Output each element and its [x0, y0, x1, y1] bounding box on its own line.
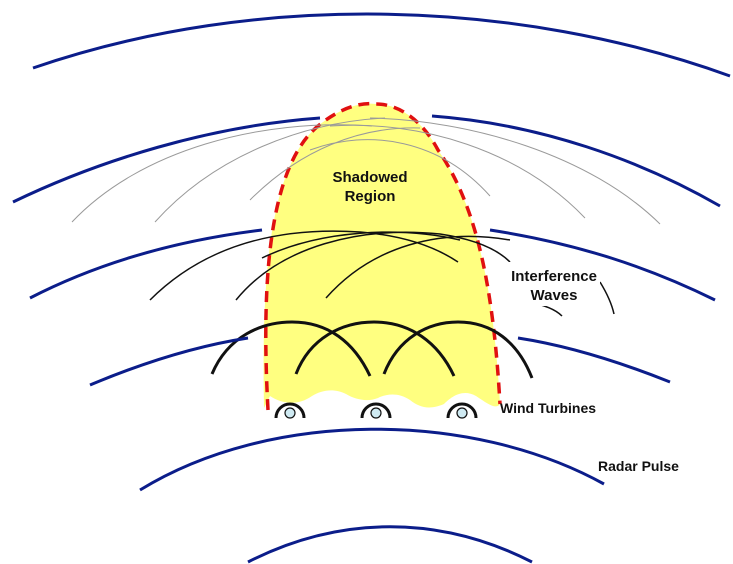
radar-pulse-waves: [12, 12, 731, 564]
turbine-2-arc: [360, 402, 392, 419]
shadowed-region-label-line1: Shadowed: [332, 169, 407, 186]
faint-wave-2: [154, 117, 386, 223]
radar-wave-5: [139, 427, 605, 492]
mid-wave-4: [325, 235, 511, 299]
wind-turbine-2: [360, 402, 392, 419]
radar-wave-2-right: [431, 114, 721, 208]
turbine-2-hub: [370, 407, 382, 419]
interference-label-background: [505, 262, 600, 306]
interference-waves-label-line1: Interference: [511, 268, 597, 285]
interference-waves-label-line2: Waves: [531, 287, 578, 304]
shadowed-region-label-line2: Region: [345, 188, 396, 205]
wind-turbine-3: [446, 402, 478, 419]
turbine-3-hub: [456, 407, 468, 419]
radar-wave-top: [32, 12, 731, 78]
wind-turbines-label: Wind Turbines: [500, 400, 596, 416]
wind-turbine-1: [274, 402, 306, 419]
faint-wave-6: [309, 139, 491, 197]
faint-wave-5: [369, 117, 661, 225]
interference-waves-lower: [210, 320, 534, 379]
faint-wave-1: [71, 124, 373, 223]
radar-pulse-label: Radar Pulse: [598, 458, 679, 474]
radar-wave-3-left: [29, 228, 263, 300]
wind-turbines: [274, 402, 478, 419]
mid-wave-3: [261, 231, 461, 259]
lower-wave-3: [382, 320, 534, 379]
lower-wave-1: [210, 320, 372, 377]
radar-wave-4-right: [517, 336, 671, 384]
radar-wave-2-left: [12, 116, 321, 204]
radar-wave-3-right: [489, 228, 716, 302]
turbine-1-arc: [274, 402, 306, 419]
lower-wave-2: [294, 320, 456, 377]
radar-wave-bottom: [247, 525, 533, 564]
radar-wave-4-left: [89, 336, 249, 387]
mid-wave-6: [599, 281, 615, 315]
turbine-3-arc: [446, 402, 478, 419]
faint-wave-4: [329, 124, 586, 219]
turbine-1-hub: [284, 407, 296, 419]
shadowed-region-outline: [264, 101, 502, 411]
faint-interference-waves: [71, 117, 661, 225]
mid-wave-1: [149, 230, 459, 301]
